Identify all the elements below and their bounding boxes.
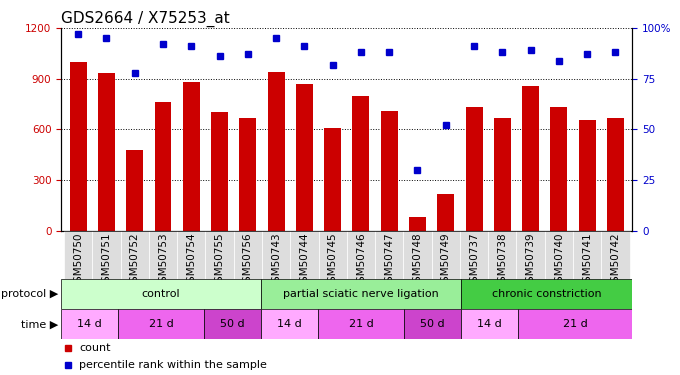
Text: 21 d: 21 d <box>149 320 173 329</box>
Text: GSM50737: GSM50737 <box>469 232 479 289</box>
FancyBboxPatch shape <box>347 231 375 279</box>
Text: GSM50756: GSM50756 <box>243 232 253 289</box>
FancyBboxPatch shape <box>461 279 632 309</box>
FancyBboxPatch shape <box>61 309 118 339</box>
Text: 21 d: 21 d <box>563 320 588 329</box>
FancyBboxPatch shape <box>403 231 432 279</box>
Text: GSM50747: GSM50747 <box>384 232 394 289</box>
Text: GSM50746: GSM50746 <box>356 232 366 289</box>
Text: 50 d: 50 d <box>420 320 445 329</box>
FancyBboxPatch shape <box>518 309 632 339</box>
Text: GSM50741: GSM50741 <box>582 232 592 289</box>
Text: GSM50751: GSM50751 <box>101 232 112 289</box>
Text: control: control <box>142 290 180 299</box>
Text: time ▶: time ▶ <box>20 320 58 329</box>
Bar <box>550 107 567 231</box>
Text: GSM50738: GSM50738 <box>497 232 507 289</box>
FancyBboxPatch shape <box>488 231 517 279</box>
Text: GSM50743: GSM50743 <box>271 232 281 289</box>
Text: GSM50740: GSM50740 <box>554 232 564 289</box>
FancyBboxPatch shape <box>64 231 92 279</box>
Text: 21 d: 21 d <box>349 320 373 329</box>
Text: GSM50748: GSM50748 <box>413 232 422 289</box>
FancyBboxPatch shape <box>204 309 261 339</box>
Bar <box>98 73 115 231</box>
Text: GSM50744: GSM50744 <box>299 232 309 289</box>
Text: protocol ▶: protocol ▶ <box>1 290 58 299</box>
Text: GSM50750: GSM50750 <box>73 232 83 289</box>
FancyBboxPatch shape <box>261 309 318 339</box>
Bar <box>126 150 143 231</box>
Text: chronic constriction: chronic constriction <box>492 290 602 299</box>
FancyBboxPatch shape <box>404 309 461 339</box>
Bar <box>466 107 483 231</box>
FancyBboxPatch shape <box>118 309 204 339</box>
FancyBboxPatch shape <box>601 231 630 279</box>
Bar <box>183 82 200 231</box>
Bar <box>154 102 171 231</box>
FancyBboxPatch shape <box>318 309 404 339</box>
FancyBboxPatch shape <box>261 279 461 309</box>
Text: GSM50745: GSM50745 <box>328 232 338 289</box>
Text: GSM50752: GSM50752 <box>130 232 139 289</box>
Text: 14 d: 14 d <box>78 320 102 329</box>
Text: GDS2664 / X75253_at: GDS2664 / X75253_at <box>61 10 230 27</box>
FancyBboxPatch shape <box>262 231 290 279</box>
Text: 50 d: 50 d <box>220 320 245 329</box>
Bar <box>239 118 256 231</box>
FancyBboxPatch shape <box>234 231 262 279</box>
FancyBboxPatch shape <box>545 231 573 279</box>
Text: 14 d: 14 d <box>477 320 502 329</box>
Text: GSM50739: GSM50739 <box>526 232 536 289</box>
FancyBboxPatch shape <box>92 231 120 279</box>
Bar <box>381 111 398 231</box>
FancyBboxPatch shape <box>573 231 601 279</box>
Bar <box>437 194 454 231</box>
Bar <box>522 86 539 231</box>
Text: 14 d: 14 d <box>277 320 302 329</box>
FancyBboxPatch shape <box>375 231 403 279</box>
Text: partial sciatic nerve ligation: partial sciatic nerve ligation <box>283 290 439 299</box>
Bar <box>494 118 511 231</box>
Text: GSM50749: GSM50749 <box>441 232 451 289</box>
FancyBboxPatch shape <box>149 231 177 279</box>
Bar <box>409 217 426 231</box>
FancyBboxPatch shape <box>460 231 488 279</box>
Text: count: count <box>80 343 111 353</box>
Bar <box>579 120 596 231</box>
FancyBboxPatch shape <box>290 231 318 279</box>
Text: GSM50753: GSM50753 <box>158 232 168 289</box>
Bar <box>296 84 313 231</box>
FancyBboxPatch shape <box>461 309 518 339</box>
Bar <box>352 96 369 231</box>
FancyBboxPatch shape <box>61 279 261 309</box>
Bar <box>69 62 86 231</box>
Text: GSM50755: GSM50755 <box>215 232 224 289</box>
FancyBboxPatch shape <box>205 231 234 279</box>
Bar <box>268 72 285 231</box>
Text: percentile rank within the sample: percentile rank within the sample <box>80 360 267 370</box>
FancyBboxPatch shape <box>517 231 545 279</box>
FancyBboxPatch shape <box>432 231 460 279</box>
FancyBboxPatch shape <box>318 231 347 279</box>
Bar <box>607 118 624 231</box>
Bar <box>211 112 228 231</box>
FancyBboxPatch shape <box>177 231 205 279</box>
Bar <box>324 128 341 231</box>
FancyBboxPatch shape <box>120 231 149 279</box>
Text: GSM50742: GSM50742 <box>611 232 620 289</box>
Text: GSM50754: GSM50754 <box>186 232 197 289</box>
